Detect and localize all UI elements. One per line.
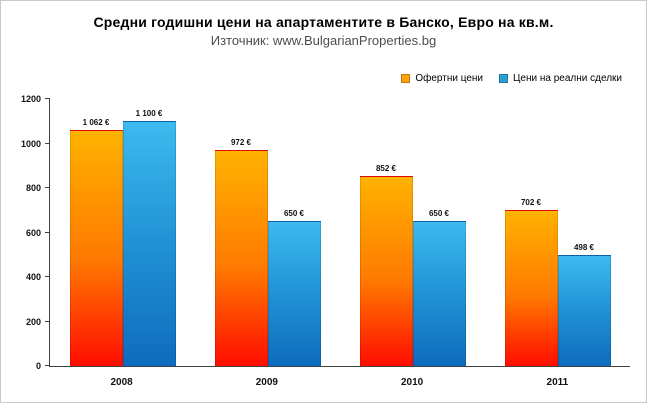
y-tick-mark — [45, 365, 50, 366]
bar-value-label: 852 € — [375, 164, 397, 174]
y-tick-label-200: 200 — [25, 316, 41, 327]
bar-value-label: 650 € — [428, 209, 450, 219]
y-tick-label-800: 800 — [25, 183, 41, 193]
y-tick-mark — [45, 187, 50, 188]
x-axis-label-2010: 2010 — [401, 377, 424, 388]
bar-value-label: 1 062 € — [82, 117, 110, 127]
chart: 1 062 € 1 100 € 972 € 650 € 852 € 650 € 702 € 4… — [11, 93, 638, 393]
bar-offer-price-2010: 852 € — [359, 164, 413, 366]
bar-offer-price-2011: 702 € — [504, 198, 558, 366]
x-axis-label-2011: 2011 — [546, 377, 569, 388]
x-axis-labels: 2008 2009 2010 2011 — [49, 371, 630, 393]
bar-value-label: 498 € — [573, 243, 595, 253]
y-tick-label-400: 400 — [25, 272, 41, 282]
bar-group-2011: 702 € 498 € — [485, 99, 630, 366]
y-tick-label-1000: 1000 — [20, 138, 41, 149]
bar-value-label: 972 € — [230, 137, 252, 147]
legend-swatch — [401, 74, 411, 83]
legend-item-deal-prices: Цени на реални сделки — [499, 73, 622, 84]
bar-offer-price-2008: 1 062 € — [69, 118, 123, 366]
legend-label: Офертни цени — [415, 73, 484, 84]
legend-label: Цени на реални сделки — [513, 73, 622, 84]
bar-value-label: 650 € — [283, 209, 305, 219]
chart-subtitle: Източник: www.BulgarianProperties.bg — [210, 33, 437, 48]
bar-deal-price-2010: 650 € — [412, 209, 466, 366]
y-tick-label-1200: 1200 — [20, 94, 41, 104]
bar-group-2010: 852 € 650 € — [340, 99, 485, 366]
chart-title: Средни годишни цени на апартаментите в Б… — [93, 14, 554, 30]
legend-item-offer-prices: Офертни цени — [401, 73, 483, 84]
bar-group-2008: 1 062 € 1 100 € — [50, 99, 195, 366]
bar-deal-price-2011: 498 € — [557, 243, 611, 366]
y-tick-mark — [45, 98, 50, 99]
bar-offer-price-2009: 972 € — [214, 138, 268, 366]
bar-deal-price-2009: 650 € — [267, 209, 321, 366]
bar-groups: 1 062 € 1 100 € 972 € 650 € 852 € 650 € 702 € 4… — [50, 99, 630, 366]
x-axis-label-2009: 2009 — [255, 377, 278, 388]
y-tick-label-600: 600 — [25, 227, 41, 238]
legend-swatch — [499, 74, 509, 83]
x-axis-label-2008: 2008 — [110, 377, 133, 388]
legend: Офертни цени Цени на реални сделки — [401, 73, 622, 84]
bar-value-label: 702 € — [520, 197, 542, 207]
y-tick-mark — [45, 276, 50, 277]
y-tick-mark — [45, 142, 50, 144]
y-tick-label-0: 0 — [35, 361, 41, 371]
bar-group-2009: 972 € 650 € — [195, 99, 340, 366]
bar-deal-price-2008: 1 100 € — [122, 109, 176, 366]
plot-area: 1 062 € 1 100 € 972 € 650 € 852 € 650 € 702 € 4… — [21, 94, 630, 371]
y-tick-mark — [45, 231, 50, 233]
bar-value-label: 1 100 € — [135, 109, 163, 119]
y-tick-mark — [45, 320, 50, 322]
